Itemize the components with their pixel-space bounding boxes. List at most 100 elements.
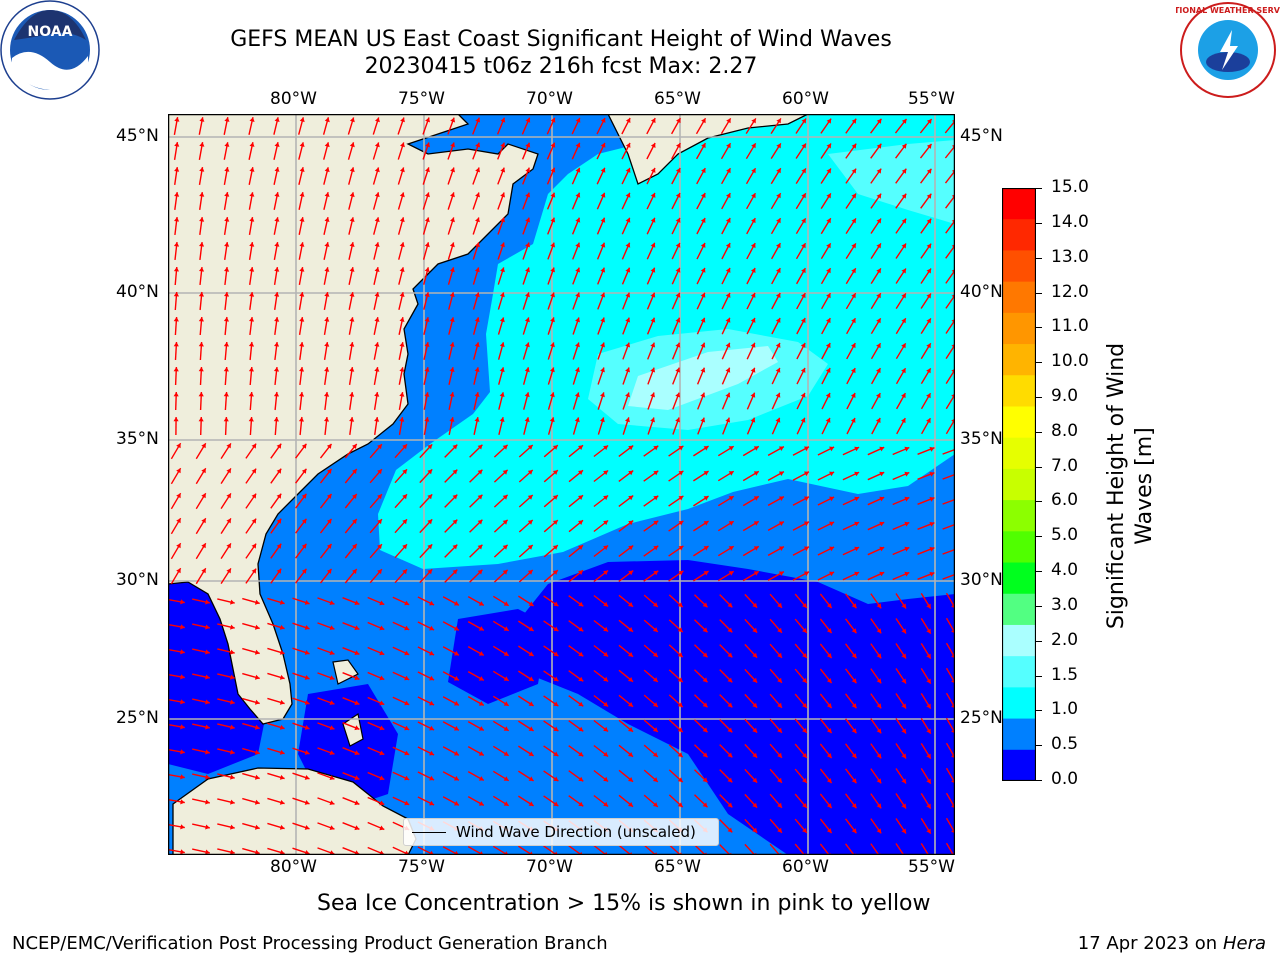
lat-label-left-25n: 25°N [116,708,159,728]
wind-wave-arrowhead [775,318,781,323]
wind-wave-arrowhead [553,726,559,732]
wind-wave-arrowhead [926,318,931,324]
wind-wave-arrowhead [454,725,459,731]
wind-wave-arrowhead [628,470,634,476]
wind-wave-arrowhead [727,602,733,608]
wind-wave-arrowhead [677,602,683,608]
wind-wave-arrowhead [851,293,856,299]
wind-wave-arrowhead [180,849,185,855]
wind-wave-arrowhead [324,217,330,222]
wind-wave-arrowhead [404,725,410,731]
wind-wave-arrowhead [603,601,609,607]
wind-wave-arrowhead [901,778,906,784]
colorbar-tick-mark [1036,188,1042,189]
wind-wave-arrowhead [374,242,380,247]
wind-wave-arrowhead [876,368,881,374]
wind-wave-arrowhead [525,117,531,123]
wind-wave-arrowhead [574,392,580,398]
wind-wave-arrowhead [478,701,484,706]
wind-wave-arrowhead [751,118,756,124]
wind-wave-arrowhead [324,392,330,397]
wind-wave-arrowhead [251,468,257,474]
wind-wave-arrowhead [199,117,205,122]
wind-wave-arrowhead [173,242,180,247]
wind-wave-arrowhead [778,521,784,526]
wind-wave-arrowhead [449,392,455,397]
wind-wave-arrowhead [304,800,310,805]
wind-wave-arrowhead [424,417,430,422]
wind-wave-arrowhead [625,367,630,373]
wind-wave-arrow [942,573,955,580]
wind-wave-arrowhead [901,168,907,174]
wind-wave-arrowhead [752,652,758,658]
wind-wave-arrowhead [777,652,782,658]
wind-wave-arrowhead [578,520,583,525]
wind-wave-arrowhead [427,519,433,525]
wind-wave-arrowhead [677,677,683,683]
wind-wave-arrowhead [402,444,407,450]
wind-wave-arrowhead [329,725,335,730]
wind-wave-arrowhead [329,625,335,630]
wind-wave-arrowhead [374,142,380,148]
wind-wave-arrowhead [700,242,706,248]
wind-wave-arrowhead [301,468,307,474]
wind-wave-arrowhead [702,627,708,633]
wind-wave-arrowhead [777,677,782,683]
wind-wave-arrowhead [901,603,906,609]
wind-wave-arrowhead [427,444,433,450]
wind-wave-arrowhead [550,267,555,273]
wind-wave-arrowhead [574,417,580,423]
wind-wave-arrowhead [273,392,279,397]
wind-wave-arrowhead [801,168,806,174]
wind-wave-arrowhead [173,367,179,372]
wind-wave-arrowhead [500,117,506,123]
wind-wave-arrowhead [653,545,659,551]
wind-wave-arrowhead [854,546,860,552]
wind-wave-arrowhead [329,675,335,680]
wind-wave-arrowhead [801,193,806,199]
colorbar-segment [1002,312,1036,345]
wind-wave-arrowhead [851,678,857,684]
wind-wave-arrowhead [904,446,910,452]
wind-wave-arrowhead [929,471,935,477]
wind-wave-arrowhead [478,751,484,756]
wind-wave-arrowhead [726,168,731,174]
wind-wave-arrowhead [678,520,684,526]
wind-wave-arrowhead [399,342,405,347]
wind-wave-arrowhead [600,292,606,298]
wind-wave-arrowhead [524,317,530,323]
wind-wave-arrowhead [226,568,231,574]
wind-wave-arrowhead [801,143,806,149]
wind-wave-arrowhead [926,603,931,609]
wind-wave-arrowhead [826,728,832,734]
wind-wave-arrowhead [449,367,455,372]
wind-wave-arrowhead [752,627,758,633]
wind-wave-arrowhead [652,677,658,682]
wind-wave-arrowhead [653,495,659,501]
colorbar-segment [1002,344,1036,376]
wind-wave-arrowhead [452,469,458,475]
wind-wave-arrowhead [352,569,357,574]
wind-wave-arrowhead [578,601,584,607]
wind-wave-arrowhead [199,242,205,247]
wind-wave-arrowhead [180,624,185,630]
wind-wave-arrowhead [424,267,430,273]
wind-wave-arrowhead [205,724,210,730]
wind-wave-arrowhead [650,342,656,348]
wind-wave-arrowhead [851,143,857,149]
wind-wave-arrowhead [575,317,580,323]
wind-wave-arrowhead [726,118,731,124]
wind-wave-arrowhead [379,750,385,756]
wind-wave-arrowhead [850,418,856,423]
wind-wave-arrowhead [879,571,885,577]
wind-wave-arrowhead [901,653,906,659]
wind-wave-arrowhead [552,470,558,475]
wind-wave-arrowhead [777,777,782,783]
wind-wave-arrowhead [851,218,856,224]
wind-wave-arrowhead [850,368,856,374]
wind-wave-arrowhead [525,292,530,298]
wind-wave-arrowhead [703,571,709,576]
wind-wave-arrowhead [174,192,180,197]
wind-wave-arrowhead [901,678,906,684]
wind-wave-arrowhead [254,599,260,605]
